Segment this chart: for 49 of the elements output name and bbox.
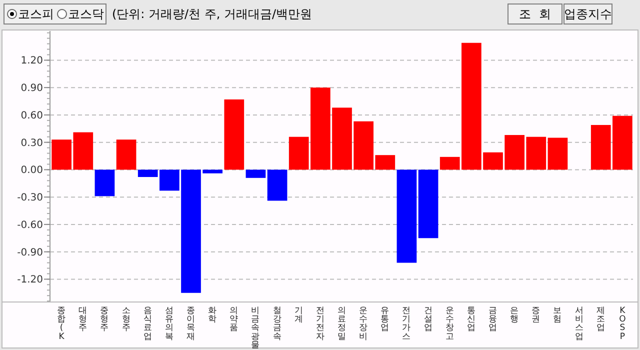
x-tick-label: 유통업 [380,306,390,334]
x-tick-label: 제조업 [596,306,606,334]
x-tick-label: 의약품 [230,306,239,334]
x-tick-label: 화학 [208,306,218,325]
x-tick-label: 운수창고 [445,306,454,342]
text: 업종지수 [564,7,612,21]
y-tick-label: 0.90 [20,83,43,94]
x-tick-label: 철강금속 [272,306,282,342]
x-tick-label: 섬유의복 [164,306,174,342]
x-tick-label: 종합(K [57,306,66,342]
x-tick-label: 운수장비 [359,306,368,342]
text: 조 회 [519,7,551,21]
x-tick-label: 금융업 [488,306,498,334]
x-tick-label: 종이목재 [186,306,196,342]
y-tick-label: 0.00 [20,165,43,176]
x-tick-label: 소형주 [122,306,131,334]
x-tick-label: 중형주 [100,306,110,334]
y-tick-label: -1.20 [17,274,43,286]
x-tick-label: 의료정밀 [338,306,346,342]
x-tick-label: 전기전자 [316,306,325,342]
y-tick-label: 1.20 [20,56,43,67]
x-tick-label: 비금속광물 [251,306,260,350]
bar [267,170,288,201]
x-tick-label: 통신업 [466,306,476,334]
x-tick-label: 건설업 [424,306,433,334]
bar [246,170,266,178]
x-tick-label: 전기가스 [402,306,412,342]
text: 코스닥 [68,7,104,21]
y-tick-label: 0.30 [20,138,43,149]
x-tick-label: 은행 [510,306,520,325]
x-tick-label: KOSP [619,306,626,342]
x-tick-label: 대형주 [78,306,88,334]
text: 코스피 [18,7,54,21]
bar [94,170,115,196]
bar [396,170,417,263]
x-tick-label: 음식료업 [143,306,152,342]
bar [224,99,244,170]
x-tick-label: 보험 [553,306,562,325]
x-tick-label: 서비스업 [574,306,584,342]
x-tick-label: 증권 [532,306,541,325]
bar [548,138,568,170]
y-tick-label: -0.60 [17,220,43,231]
y-tick-label: 0.60 [20,110,43,122]
bar [116,140,136,170]
x-tick-label: 기계 [294,306,304,325]
bar [418,170,438,238]
y-tick-label: -0.90 [17,247,43,258]
text: (단위: 거래량/천 주, 거래대금/백만원 [112,7,312,21]
y-tick-label: -0.30 [17,192,43,204]
